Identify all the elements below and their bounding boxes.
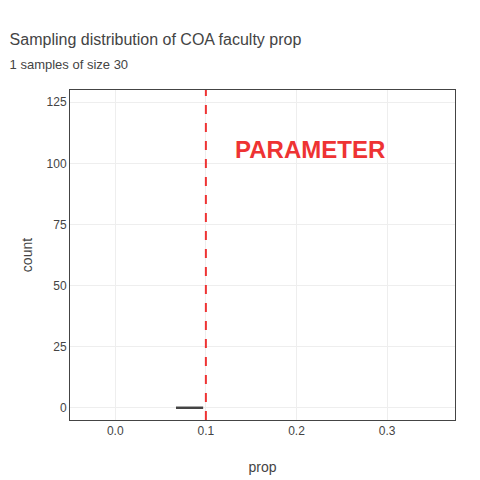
svg-text:0.2: 0.2 — [288, 424, 305, 438]
svg-text:count: count — [19, 238, 35, 272]
svg-text:125: 125 — [47, 95, 67, 109]
svg-text:75: 75 — [53, 218, 67, 232]
svg-text:0.0: 0.0 — [107, 424, 124, 438]
svg-text:0.3: 0.3 — [379, 424, 396, 438]
svg-text:50: 50 — [53, 279, 67, 293]
svg-text:Sampling distribution of COA f: Sampling distribution of COA faculty pro… — [10, 31, 302, 48]
svg-text:PARAMETER: PARAMETER — [235, 136, 385, 163]
svg-text:0: 0 — [60, 401, 67, 415]
svg-text:1 samples of size 30: 1 samples of size 30 — [10, 57, 129, 72]
svg-text:100: 100 — [47, 157, 67, 171]
svg-text:25: 25 — [53, 340, 67, 354]
svg-text:prop: prop — [248, 459, 276, 475]
svg-text:0.1: 0.1 — [198, 424, 215, 438]
